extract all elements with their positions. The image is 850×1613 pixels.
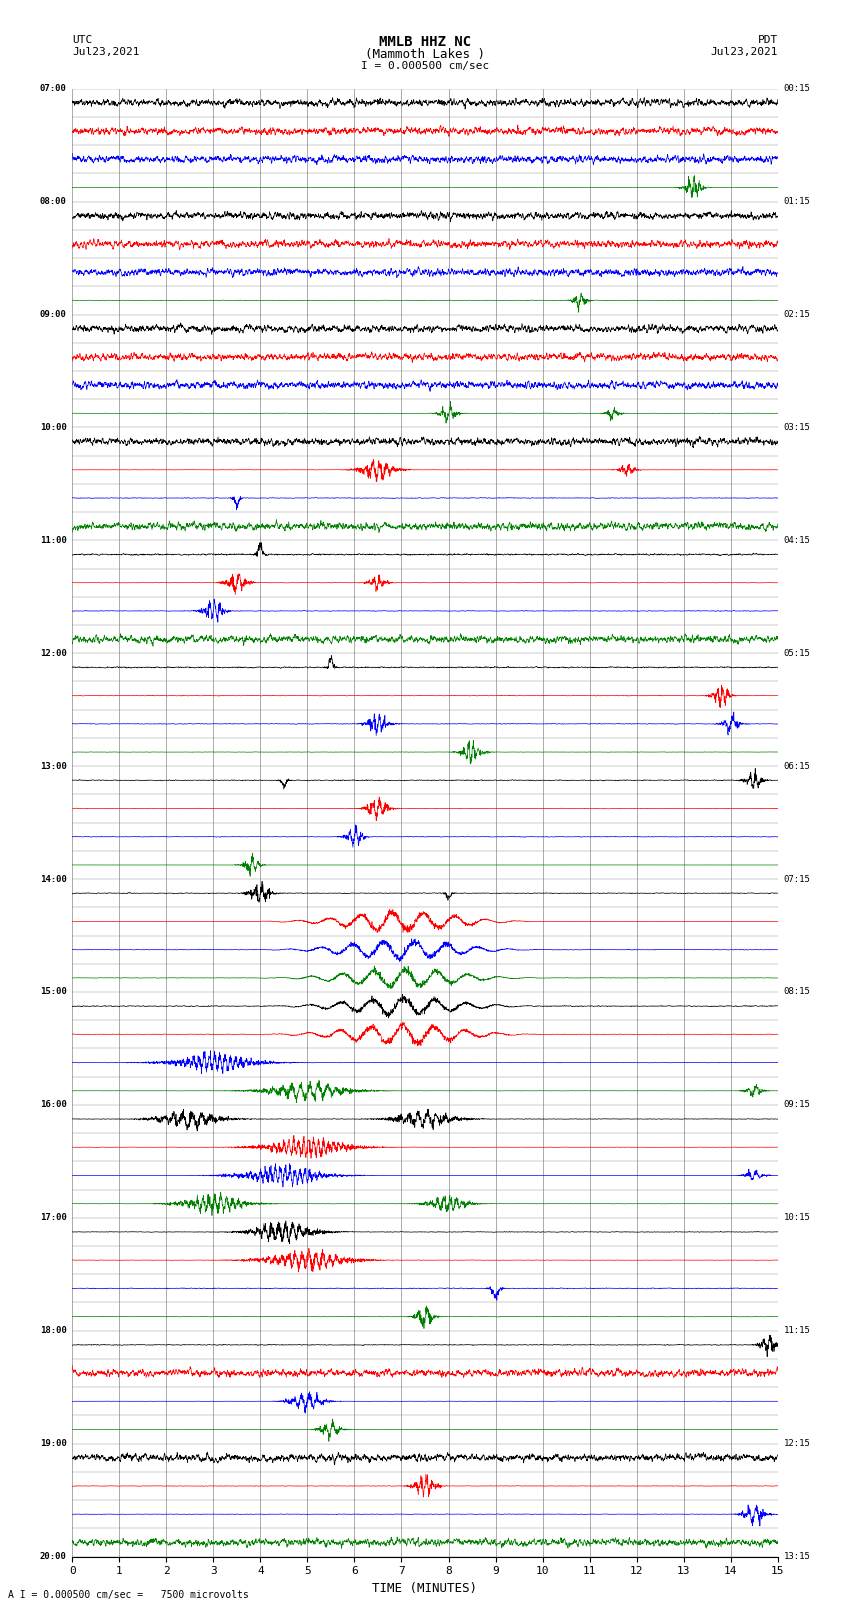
Text: 08:15: 08:15 — [784, 987, 810, 997]
Text: 01:15: 01:15 — [784, 197, 810, 206]
Text: 15:00: 15:00 — [40, 987, 66, 997]
Text: 11:00: 11:00 — [40, 536, 66, 545]
X-axis label: TIME (MINUTES): TIME (MINUTES) — [372, 1582, 478, 1595]
Text: 03:15: 03:15 — [784, 423, 810, 432]
Text: A I = 0.000500 cm/sec =   7500 microvolts: A I = 0.000500 cm/sec = 7500 microvolts — [8, 1590, 249, 1600]
Text: 12:15: 12:15 — [784, 1439, 810, 1448]
Text: 04:15: 04:15 — [784, 536, 810, 545]
Text: 11:15: 11:15 — [784, 1326, 810, 1336]
Text: 20:00: 20:00 — [40, 1552, 66, 1561]
Text: Jul23,2021: Jul23,2021 — [72, 47, 139, 56]
Text: 12:00: 12:00 — [40, 648, 66, 658]
Text: 02:15: 02:15 — [784, 310, 810, 319]
Text: 14:00: 14:00 — [40, 874, 66, 884]
Text: 07:15: 07:15 — [784, 874, 810, 884]
Text: 19:00: 19:00 — [40, 1439, 66, 1448]
Text: Jul23,2021: Jul23,2021 — [711, 47, 778, 56]
Text: PDT: PDT — [757, 35, 778, 45]
Text: 00:15: 00:15 — [784, 84, 810, 94]
Text: 08:00: 08:00 — [40, 197, 66, 206]
Text: 18:00: 18:00 — [40, 1326, 66, 1336]
Text: 10:00: 10:00 — [40, 423, 66, 432]
Text: 16:00: 16:00 — [40, 1100, 66, 1110]
Text: 09:00: 09:00 — [40, 310, 66, 319]
Text: (Mammoth Lakes ): (Mammoth Lakes ) — [365, 48, 485, 61]
Text: 05:15: 05:15 — [784, 648, 810, 658]
Text: 13:00: 13:00 — [40, 761, 66, 771]
Text: MMLB HHZ NC: MMLB HHZ NC — [379, 35, 471, 50]
Text: 17:00: 17:00 — [40, 1213, 66, 1223]
Text: UTC: UTC — [72, 35, 93, 45]
Text: 07:00: 07:00 — [40, 84, 66, 94]
Text: 09:15: 09:15 — [784, 1100, 810, 1110]
Text: 13:15: 13:15 — [784, 1552, 810, 1561]
Text: 10:15: 10:15 — [784, 1213, 810, 1223]
Text: I = 0.000500 cm/sec: I = 0.000500 cm/sec — [361, 61, 489, 71]
Text: 06:15: 06:15 — [784, 761, 810, 771]
